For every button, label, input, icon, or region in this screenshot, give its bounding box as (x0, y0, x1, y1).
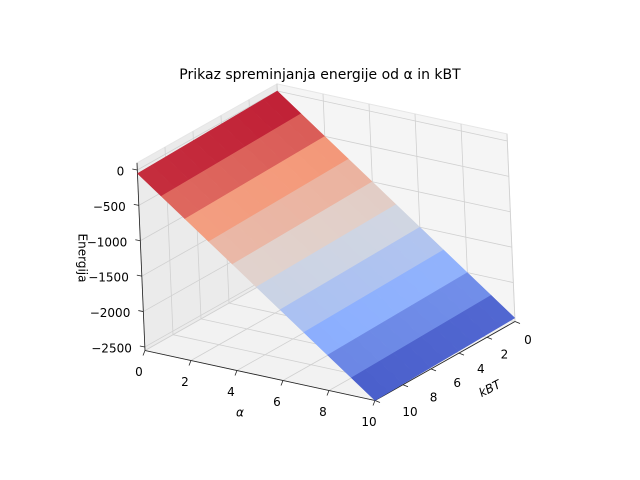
z-tick-label: −2000 (90, 306, 131, 320)
x-tick-label: 4 (227, 385, 235, 399)
y-tick-label: 0 (524, 333, 532, 347)
x-axis-label: α (236, 406, 244, 420)
grid-line (277, 90, 508, 142)
tick-mark (430, 368, 437, 372)
z-tick-label: 0 (117, 164, 125, 178)
z-axis-line (136, 162, 146, 351)
tick-mark (133, 203, 139, 206)
surface-face (350, 369, 390, 401)
tick-mark (234, 370, 238, 376)
x-tick-label: 10 (361, 415, 376, 429)
tick-mark (374, 400, 381, 403)
tick-mark (132, 168, 138, 171)
tick-mark (188, 360, 192, 366)
tick-mark (326, 390, 330, 396)
y-tick-label: 4 (477, 362, 485, 376)
y-tick-label: 10 (402, 405, 417, 419)
tick-mark (142, 350, 146, 356)
y-tick-label: 6 (453, 376, 461, 390)
x-tick-label: 6 (273, 395, 281, 409)
y-tick-label: 8 (430, 391, 438, 405)
z-tick-label: −1500 (88, 271, 129, 285)
tick-mark (514, 321, 521, 324)
grid-line (506, 133, 516, 322)
tick-mark (372, 400, 376, 406)
x-tick-label: 8 (319, 405, 327, 419)
tick-mark (486, 336, 493, 340)
z-tick-label: −1000 (87, 235, 128, 249)
tick-mark (458, 352, 465, 356)
z-tick-label: −2500 (91, 341, 132, 355)
x-axis-line (144, 350, 376, 401)
x-tick-label: 2 (181, 375, 189, 389)
grid-line (137, 90, 278, 171)
y-axis-label: kBT (477, 376, 505, 399)
chart-title: Prikaz spreminjanja energije od α in kBT (179, 67, 461, 83)
tick-mark (139, 345, 145, 348)
x-tick-label: 0 (135, 365, 143, 379)
tick-mark (135, 239, 141, 242)
tick-mark (402, 384, 409, 388)
tick-mark (136, 274, 142, 277)
z-axis-label: Energija (76, 234, 90, 283)
y-tick-label: 2 (501, 347, 509, 361)
tick-mark (138, 310, 144, 312)
z-tick-label: −500 (93, 200, 126, 214)
tick-mark (280, 380, 284, 386)
y-axis-line (374, 321, 516, 401)
